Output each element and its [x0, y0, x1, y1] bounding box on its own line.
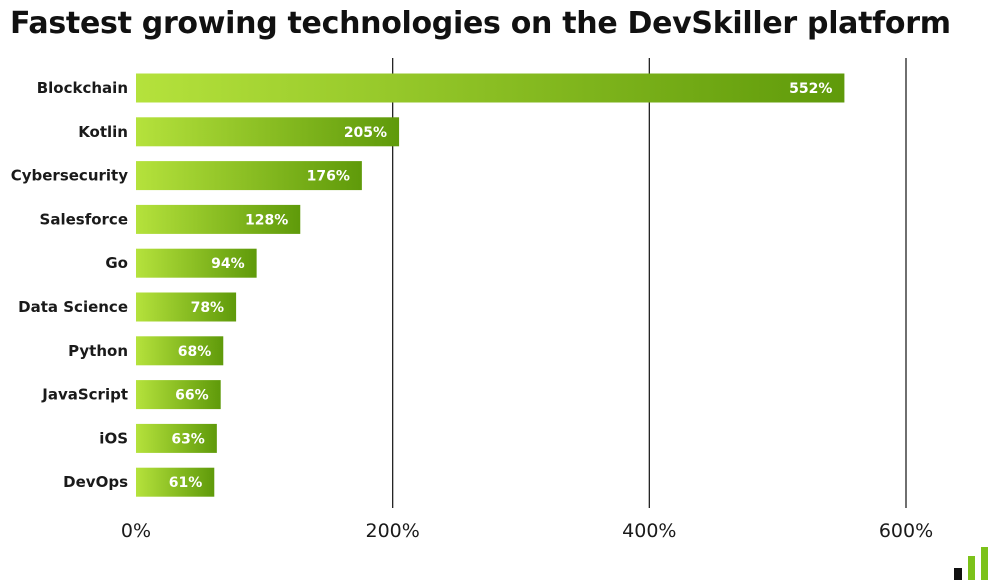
category-label-cybersecurity: Cybersecurity — [11, 167, 128, 185]
value-label-blockchain: 552% — [789, 81, 832, 97]
category-label-javascript: JavaScript — [41, 386, 128, 404]
bar-go — [136, 248, 257, 278]
category-label-devops: DevOps — [63, 473, 128, 491]
bar-ios — [136, 423, 217, 453]
grid-lines — [392, 58, 907, 508]
logo-bar-green-mid — [968, 556, 975, 580]
category-labels: Blockchain Kotlin Cybersecurity Salesforce G… — [11, 79, 128, 491]
value-label-python: 68% — [178, 344, 212, 360]
value-label-data-science: 78% — [191, 300, 225, 316]
chart-title: Fastest growing technologies on the DevS… — [10, 6, 951, 41]
value-label-cybersecurity: 176% — [307, 169, 350, 185]
devskiller-logo — [954, 547, 988, 580]
value-label-salesforce: 128% — [245, 212, 288, 228]
tick-label-0: 0% — [121, 520, 151, 542]
category-label-ios: iOS — [99, 429, 128, 447]
tick-label-400: 400% — [622, 520, 676, 542]
tick-label-600: 600% — [879, 520, 933, 542]
tick-label-200: 200% — [366, 520, 420, 542]
bar-blockchain — [136, 73, 845, 103]
category-label-data-science: Data Science — [18, 298, 128, 316]
bar-cybersecurity — [136, 161, 362, 191]
category-label-salesforce: Salesforce — [40, 210, 128, 228]
bar-javascript — [136, 380, 221, 410]
value-label-kotlin: 205% — [344, 125, 387, 141]
bar-kotlin — [136, 117, 400, 147]
logo-bar-dark — [954, 568, 962, 580]
value-label-go: 94% — [211, 256, 245, 272]
x-axis-ticks: 0% 200% 400% 600% — [121, 520, 933, 542]
category-label-blockchain: Blockchain — [37, 79, 128, 97]
value-label-devops: 61% — [169, 475, 203, 491]
value-label-javascript: 66% — [175, 388, 209, 404]
category-label-go: Go — [105, 254, 128, 272]
bar-python — [136, 336, 224, 366]
bar-salesforce — [136, 204, 301, 234]
bar-devops — [136, 467, 215, 497]
category-label-python: Python — [68, 342, 128, 360]
bars: 552% 205% 176% 128% 94% 78% 68% 66% 63% 61% — [136, 73, 845, 497]
value-label-ios: 63% — [171, 431, 205, 447]
bar-data-science — [136, 292, 237, 322]
category-label-kotlin: Kotlin — [78, 123, 128, 141]
logo-bar-green-tall — [981, 547, 988, 580]
